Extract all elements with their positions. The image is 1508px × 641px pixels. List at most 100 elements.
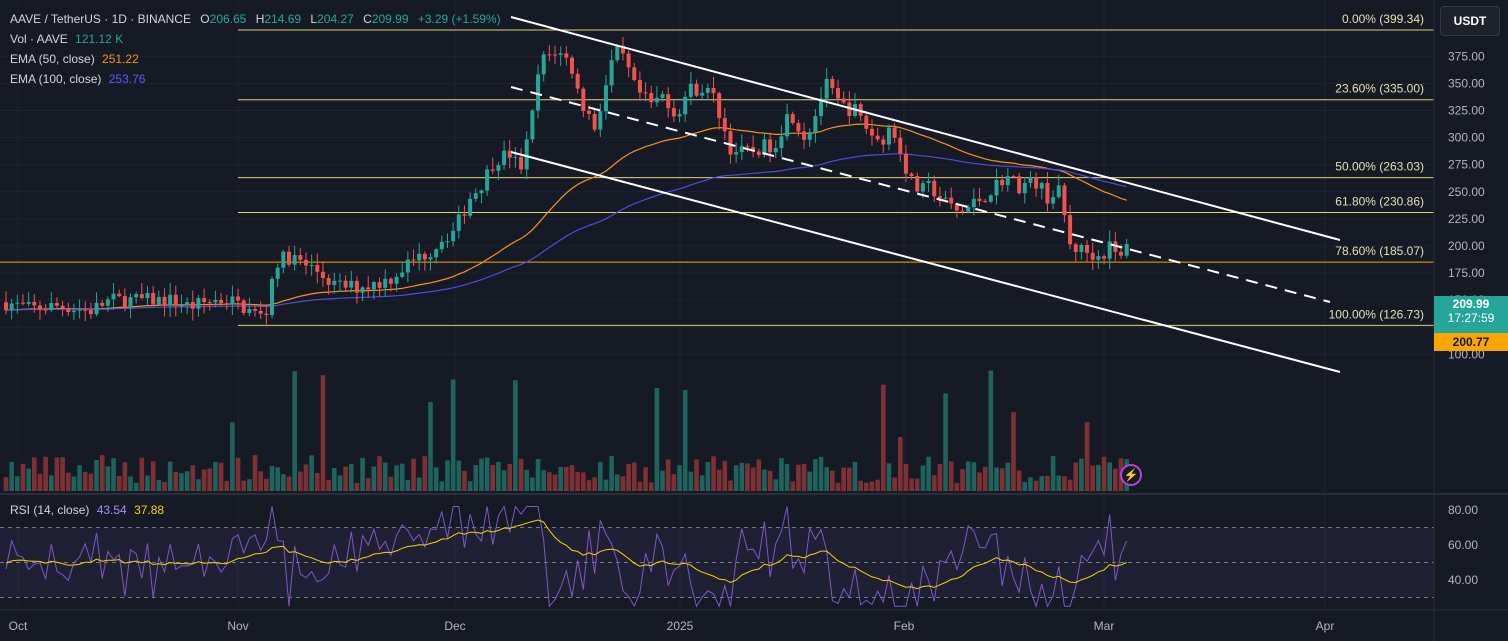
candle-body: [422, 253, 427, 260]
volume-bar: [835, 482, 841, 491]
candle-body: [66, 308, 71, 313]
volume-bar: [937, 464, 943, 491]
low-label: L: [310, 12, 318, 26]
candle-body: [405, 259, 410, 273]
candle-body: [722, 118, 727, 132]
price-tick-label: 175.00: [1448, 266, 1485, 280]
volume-bar: [575, 471, 580, 491]
volume-bar: [513, 380, 518, 491]
volume-bar: [762, 469, 767, 491]
volume-bar: [20, 463, 26, 491]
candle-body: [983, 201, 988, 203]
volume-bar: [320, 375, 326, 491]
volume-bar: [428, 402, 433, 491]
volume-bar: [382, 462, 388, 491]
candle-body: [903, 153, 908, 174]
candle-body: [9, 303, 14, 311]
candle-body: [688, 83, 693, 97]
candle-body: [785, 114, 790, 137]
currency-button[interactable]: USDT: [1440, 6, 1500, 36]
rsi-legend[interactable]: RSI (14, close) 43.54 37.88: [10, 502, 164, 518]
volume-bar: [530, 477, 535, 491]
candle-body: [643, 92, 648, 94]
candle-body: [819, 98, 824, 117]
ema100-value: 253.76: [108, 72, 146, 86]
candle-body: [360, 287, 365, 293]
candle-body: [326, 277, 331, 285]
candle-body: [303, 259, 308, 266]
volume-bar: [360, 457, 365, 491]
candle-body: [1034, 176, 1039, 189]
volume-bar: [150, 461, 156, 491]
volume-bar: [99, 455, 105, 491]
volume-bar: [348, 463, 354, 491]
candle-body: [298, 255, 303, 260]
candle-body: [553, 54, 558, 56]
candle-body: [892, 127, 897, 138]
candle-body: [54, 302, 59, 306]
candle-body: [354, 280, 359, 293]
symbol-name[interactable]: AAVE / TetherUS · 1D · BINANCE: [10, 12, 191, 26]
lightning-icon[interactable]: ⚡: [1120, 464, 1142, 486]
candle-body: [258, 310, 263, 314]
candle-body: [519, 157, 524, 170]
high-value: 214.69: [264, 12, 302, 26]
volume-bar: [682, 390, 688, 491]
candle-body: [400, 272, 405, 277]
volume-legend[interactable]: Vol · AAVE 121.12 K: [10, 31, 123, 47]
volume-bar: [1022, 481, 1028, 491]
candle-body: [202, 298, 207, 303]
candle-body: [71, 310, 76, 313]
time-tick-label: Mar: [1094, 619, 1115, 633]
rsi-tick-label: 40.00: [1448, 573, 1478, 587]
candle-body: [128, 297, 133, 308]
price-tick-label: 250.00: [1448, 185, 1485, 199]
candle-body: [394, 276, 399, 284]
candle-body: [994, 179, 999, 196]
volume-bar: [909, 478, 914, 491]
candle-body: [869, 128, 874, 136]
ema100-legend[interactable]: EMA (100, close) 253.76: [10, 71, 145, 87]
volume-bar: [37, 473, 43, 491]
price-tick-label: 200.00: [1448, 239, 1485, 253]
volume-bar: [269, 466, 275, 491]
candle-body: [728, 131, 733, 155]
candle-body: [451, 230, 456, 242]
volume-bar: [779, 458, 784, 491]
volume-bar: [60, 457, 65, 491]
volume-bar: [1090, 465, 1096, 491]
rsi-pane: [0, 505, 1434, 609]
candle-body: [507, 150, 512, 158]
volume-bar: [173, 471, 179, 491]
price-tick-label: 375.00: [1448, 49, 1485, 63]
volume-bar: [954, 482, 960, 491]
candle-body: [875, 135, 880, 140]
candle-body: [37, 305, 42, 310]
candle-body: [1102, 256, 1107, 259]
ema50-legend[interactable]: EMA (50, close) 251.22: [10, 51, 139, 67]
volume-bar: [445, 460, 450, 491]
volume-bar: [105, 466, 111, 491]
volume-bar: [298, 471, 303, 491]
volume-bar: [190, 465, 196, 491]
candle-body: [1011, 176, 1016, 178]
candle-body: [490, 169, 495, 171]
volume-bar: [71, 476, 77, 491]
volume-bar: [179, 473, 184, 491]
candle-body: [1068, 215, 1073, 245]
candle-body: [241, 300, 246, 314]
candle-body: [1124, 244, 1129, 256]
candle-body: [920, 183, 925, 192]
volume-bar: [1062, 476, 1067, 491]
candle-body: [570, 57, 574, 74]
candle-body: [111, 293, 116, 300]
volume-bar: [620, 476, 626, 491]
time-tick-label: 2025: [667, 619, 694, 633]
candle-body: [756, 151, 761, 155]
candle-body: [230, 296, 235, 305]
volume-bar: [3, 477, 9, 491]
volume-bar: [1028, 477, 1033, 491]
candle-body: [26, 302, 31, 304]
rsi-ma-line: [5, 519, 1127, 590]
